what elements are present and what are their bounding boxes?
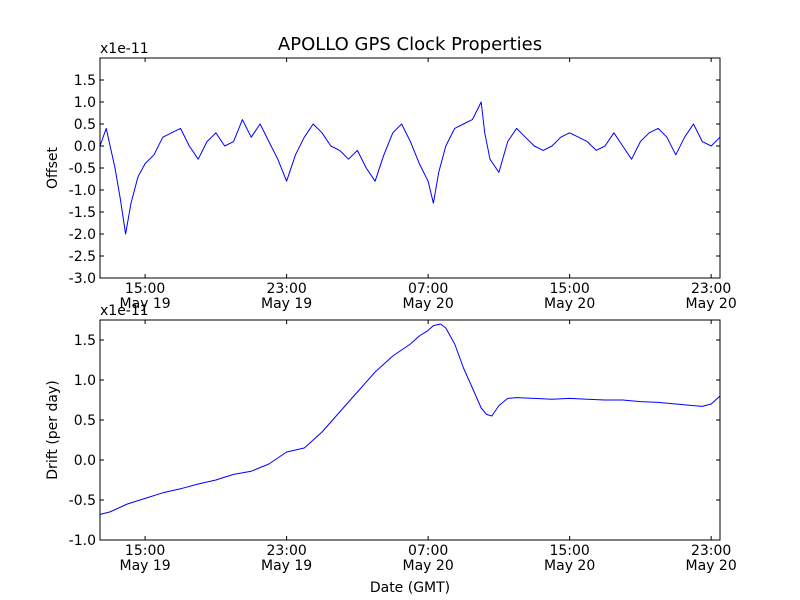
- x-tick-time-label: 23:00: [691, 543, 731, 559]
- x-tick-date-label: May 20: [403, 558, 454, 574]
- panel-2-y-axis-label: Drift (per day): [45, 380, 61, 479]
- y-tick-label: -2.0: [69, 227, 96, 243]
- y-tick-label: -1.0: [69, 533, 96, 549]
- x-tick-time-label: 15:00: [125, 543, 165, 559]
- y-tick-label: -3.0: [69, 271, 96, 287]
- y-tick-label: -1.5: [69, 205, 96, 221]
- panel-1-frame: [99, 57, 721, 279]
- x-tick-time-label: 15:00: [549, 281, 589, 297]
- x-tick-date-label: May 20: [544, 558, 595, 574]
- panel-1-y-axis-label: Offset: [45, 146, 61, 189]
- y-tick-label: 0.0: [74, 139, 96, 155]
- y-tick-label: 1.0: [74, 95, 96, 111]
- x-tick-time-label: 07:00: [408, 281, 448, 297]
- x-tick-date-label: May 19: [261, 296, 312, 312]
- x-tick-date-label: May 19: [119, 296, 170, 312]
- y-tick-label: -0.5: [69, 161, 96, 177]
- x-tick-time-label: 23:00: [266, 281, 306, 297]
- x-tick-time-label: 23:00: [266, 543, 306, 559]
- y-tick-label: -2.5: [69, 249, 96, 265]
- y-tick-label: 0.5: [74, 117, 96, 133]
- x-tick-date-label: May 20: [403, 296, 454, 312]
- x-tick-date-label: May 20: [686, 296, 737, 312]
- x-tick-date-label: May 19: [119, 558, 170, 574]
- y-tick-label: -1.0: [69, 183, 96, 199]
- x-tick-time-label: 15:00: [549, 543, 589, 559]
- panel-1-scale-label: x1e-11: [100, 41, 149, 57]
- y-tick-label: 0.0: [74, 453, 96, 469]
- x-tick-time-label: 07:00: [408, 543, 448, 559]
- x-tick-date-label: May 20: [544, 296, 595, 312]
- x-axis-label: Date (GMT): [370, 580, 450, 596]
- panel-1-series-line: [99, 101, 721, 235]
- x-tick-date-label: May 20: [686, 558, 737, 574]
- y-tick-label: 1.5: [74, 73, 96, 89]
- panel-2-scale-label: x1e-11: [100, 303, 149, 319]
- y-tick-label: 1.0: [74, 373, 96, 389]
- x-tick-date-label: May 19: [261, 558, 312, 574]
- x-tick-time-label: 23:00: [691, 281, 731, 297]
- panel-2-series-line: [99, 323, 721, 515]
- y-tick-label: -0.5: [69, 493, 96, 509]
- y-tick-label: 1.5: [74, 333, 96, 349]
- panel-2-frame: [99, 319, 721, 541]
- y-tick-label: 0.5: [74, 413, 96, 429]
- chart-title: APOLLO GPS Clock Properties: [278, 34, 542, 55]
- x-tick-time-label: 15:00: [125, 281, 165, 297]
